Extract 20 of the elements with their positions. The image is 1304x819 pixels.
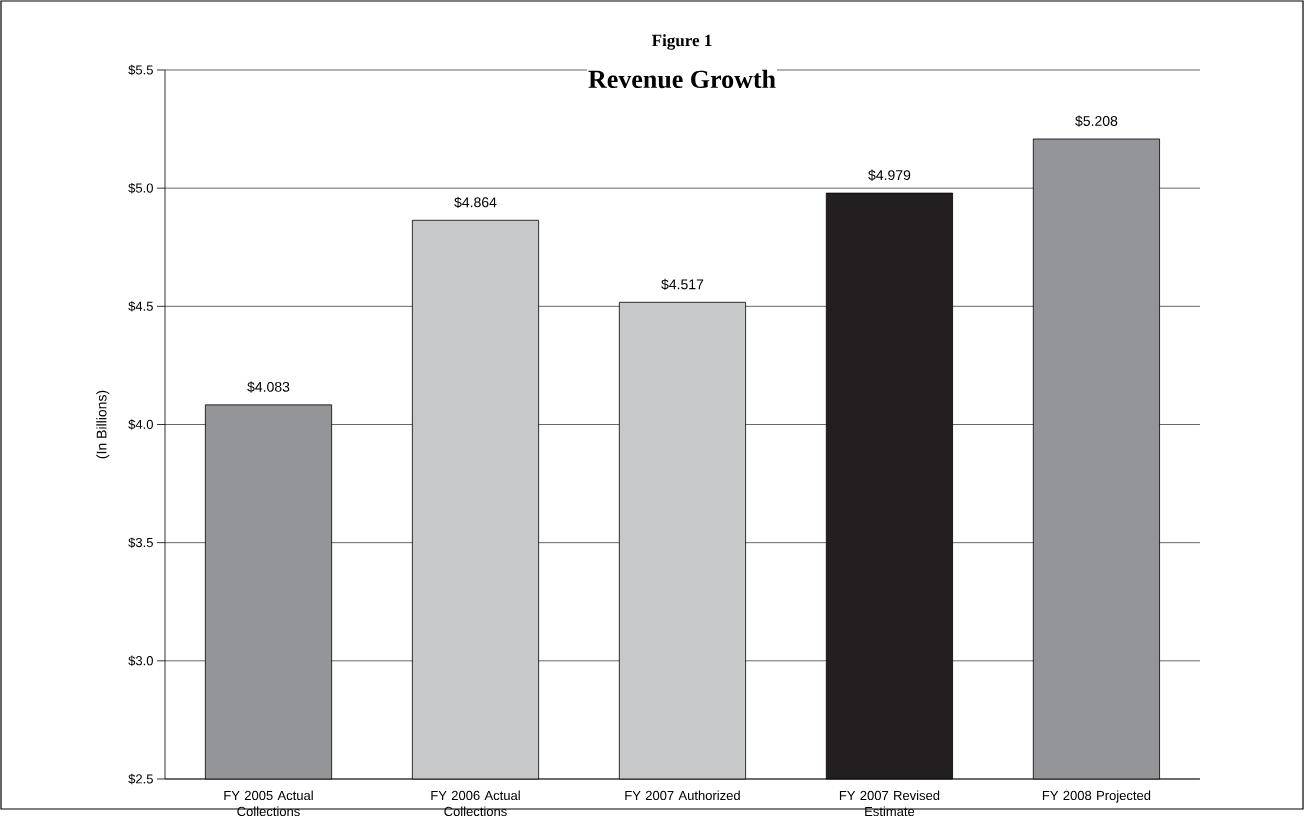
x-tick-label: FY 2005 Actual Collections xyxy=(224,790,313,816)
y-tick-label: $5.5 xyxy=(128,64,153,76)
y-tick-label: $4.5 xyxy=(128,300,153,312)
x-tick-label: FY 2006 Actual Collections xyxy=(431,790,520,816)
x-tick-label: FY 2007 Authorized xyxy=(625,790,740,800)
data-label: $4.864 xyxy=(454,196,497,208)
y-axis-title: (In Billions) xyxy=(96,390,110,459)
y-tick-label: $3.5 xyxy=(128,537,153,548)
y-tick-label: $5.0 xyxy=(128,182,153,194)
data-label: $5.208 xyxy=(1075,115,1118,127)
data-label: $4.083 xyxy=(247,381,290,393)
data-label: $4.979 xyxy=(868,169,911,181)
y-tick-label: $3.0 xyxy=(128,655,153,666)
data-label: $4.517 xyxy=(661,278,704,290)
y-tick-label: $2.5 xyxy=(128,773,153,785)
y-tick-label: $4.0 xyxy=(128,419,153,430)
chart-title: Figure 1 xyxy=(652,34,712,50)
x-tick-label: FY 2008 Projected xyxy=(1042,790,1151,803)
x-tick-label: FY 2007 Revised Estimate xyxy=(839,790,940,816)
chart-subtitle: Revenue Growth xyxy=(588,69,776,88)
